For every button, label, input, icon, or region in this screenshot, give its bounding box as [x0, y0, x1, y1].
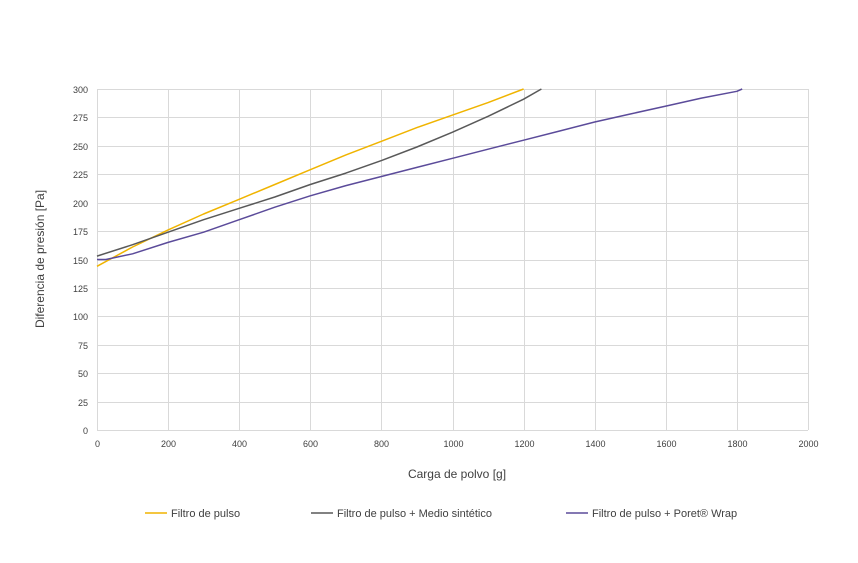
y-tick-label: 150	[73, 256, 88, 266]
x-tick-label: 2000	[798, 439, 818, 449]
y-tick-label: 300	[73, 85, 88, 95]
y-tick-label: 175	[73, 227, 88, 237]
y-tick-label: 250	[73, 142, 88, 152]
y-tick-label: 75	[78, 341, 88, 351]
x-tick-label: 800	[374, 439, 389, 449]
legend-label-1: Filtro de pulso	[171, 508, 240, 520]
series-lines	[96, 88, 743, 267]
x-tick-label: 1200	[514, 439, 534, 449]
y-axis-ticks: 0 25 50 75 100 125 150 175 200 225 250 275 300	[73, 85, 88, 436]
x-tick-label: 1000	[443, 439, 463, 449]
x-tick-label: 400	[232, 439, 247, 449]
legend-label-2: Filtro de pulso + Medio sintético	[337, 508, 492, 520]
x-axis-label: Carga de polvo [g]	[408, 467, 506, 481]
x-tick-label: 1600	[656, 439, 676, 449]
y-tick-label: 100	[73, 312, 88, 322]
legend-label-3: Filtro de pulso + Poret® Wrap	[592, 508, 737, 520]
y-tick-label: 50	[78, 369, 88, 379]
y-tick-label: 225	[73, 170, 88, 180]
y-axis-label: Diferencia de presión [Pa]	[33, 190, 47, 328]
y-tick-label: 275	[73, 113, 88, 123]
y-tick-label: 25	[78, 398, 88, 408]
y-tick-label: 125	[73, 284, 88, 294]
x-tick-label: 600	[303, 439, 318, 449]
x-tick-label: 1800	[727, 439, 747, 449]
x-tick-label: 200	[161, 439, 176, 449]
series-line-3	[97, 88, 743, 261]
legend: Filtro de pulso Filtro de pulso + Medio s…	[145, 508, 737, 520]
grid-lines	[97, 89, 809, 431]
y-tick-label: 0	[83, 426, 88, 436]
series-line-1	[96, 88, 524, 267]
x-axis-ticks: 0 200 400 600 800 1000 1200 1400 1600 1800 2000	[95, 439, 819, 449]
x-tick-label: 0	[95, 439, 100, 449]
x-tick-label: 1400	[585, 439, 605, 449]
series-line-2	[96, 88, 542, 257]
y-tick-label: 200	[73, 199, 88, 209]
